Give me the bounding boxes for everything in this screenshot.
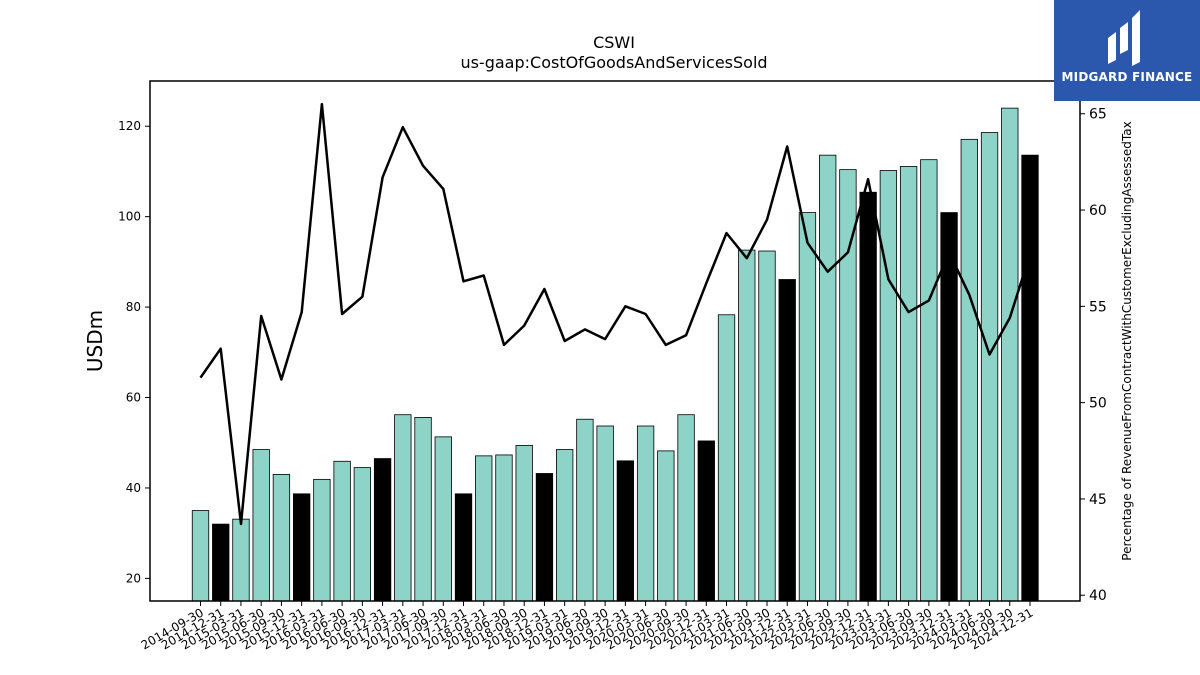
y-tick-label: 100: [118, 210, 141, 224]
bar-2020-12-31: [697, 440, 715, 602]
bar-2021-06-30: [738, 249, 756, 602]
x-axis-ticks: 2014-09-302014-12-312015-03-312015-06-30…: [139, 601, 1036, 652]
left-axis-ticks: 20 40 60 80 100 120: [118, 119, 150, 585]
bar-2015-03-31: [232, 518, 250, 602]
bar-2016-09-30: [353, 467, 372, 602]
bar-2016-06-30: [333, 460, 351, 602]
bar-2019-06-30: [576, 418, 594, 602]
y-tick-label: 20: [126, 571, 141, 585]
y-right-tick-label: 65: [1089, 107, 1107, 123]
brand-name: MIDGARD FINANCE: [1061, 70, 1193, 84]
bar-2020-06-30: [657, 450, 675, 602]
bar-2021-03-31: [717, 314, 736, 602]
bar-2017-03-31: [394, 414, 412, 602]
bar-2016-12-31: [373, 458, 392, 602]
bar-2023-12-31: [940, 212, 958, 602]
bar-2018-03-31: [475, 455, 493, 602]
bar-2014-09-30: [191, 510, 210, 602]
bar-2019-03-31: [556, 449, 574, 602]
bar-2018-09-30: [515, 445, 533, 602]
bar-2024-12-31: [1021, 154, 1039, 602]
bar-2022-06-30: [819, 154, 837, 602]
chart-title: CSWI: [593, 33, 635, 52]
bar-2016-03-31: [313, 478, 331, 602]
percentage-line: [199, 102, 1032, 526]
bar-2022-12-31: [859, 191, 877, 602]
bar-2020-09-30: [677, 414, 695, 602]
bar-2018-06-30: [495, 454, 513, 602]
bar-2019-09-30: [596, 425, 614, 602]
bar-2017-09-30: [434, 436, 452, 602]
bar-2023-09-30: [920, 159, 938, 602]
bar-series: [191, 107, 1039, 602]
bar-2021-09-30: [758, 250, 776, 602]
bar-2015-06-30: [252, 449, 270, 602]
right-axis-ticks: 40 45 50 55 60 65: [1080, 107, 1107, 604]
bar-2019-12-31: [616, 460, 635, 602]
midgard-mark-icon: [1108, 10, 1140, 66]
bar-2020-03-31: [636, 425, 655, 602]
y-tick-label: 120: [118, 119, 141, 133]
brand-logo: MIDGARD FINANCE: [1054, 0, 1200, 101]
bar-2015-09-30: [272, 473, 291, 602]
y-tick-label: 60: [126, 391, 141, 405]
plot-frame: [149, 80, 1081, 602]
bar-2024-09-30: [1001, 107, 1019, 602]
bar-2018-12-31: [535, 473, 554, 602]
y-right-tick-label: 55: [1089, 299, 1107, 315]
bar-2024-06-30: [980, 132, 999, 602]
bar-2017-06-30: [414, 417, 432, 602]
y-tick-label: 40: [126, 481, 141, 495]
y-right-tick-label: 50: [1089, 396, 1107, 412]
bar-2014-12-31: [212, 523, 230, 602]
bar-2021-12-31: [778, 279, 796, 602]
bar-2024-03-31: [960, 138, 978, 602]
chart-subtitle: us-gaap:CostOfGoodsAndServicesSold: [460, 53, 767, 72]
bar-2017-12-31: [454, 493, 473, 602]
bar-2023-06-30: [899, 166, 918, 602]
bar-2023-03-31: [879, 170, 898, 602]
y-axis-label: USDm: [83, 310, 107, 372]
y-right-tick-label: 45: [1089, 492, 1107, 508]
bar-2015-12-31: [293, 493, 311, 602]
line-series: [199, 102, 1032, 526]
y-right-tick-label: 40: [1089, 588, 1107, 604]
bar-2022-03-31: [798, 212, 817, 602]
y-tick-label: 80: [126, 300, 141, 314]
y-right-tick-label: 60: [1089, 203, 1107, 219]
y-axis-label-right: Percentage of RevenueFromContractWithCus…: [1120, 121, 1134, 560]
